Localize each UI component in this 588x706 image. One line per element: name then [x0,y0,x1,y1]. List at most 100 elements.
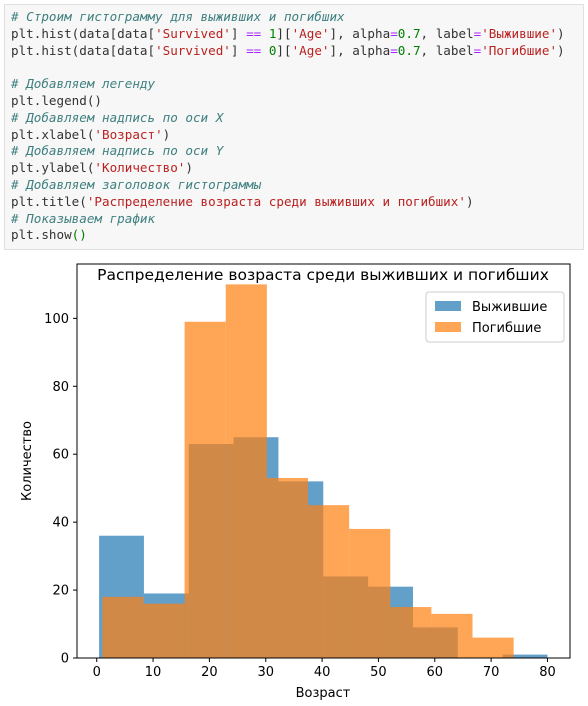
y-tick-label: 80 [52,380,69,395]
code-token: plt.ylabel( [11,160,95,176]
code-token: 'Age' [291,42,330,58]
plot-area [99,284,548,658]
plot-frame [76,263,571,659]
y-tick-label: 40 [52,516,69,531]
code-token [261,43,269,58]
code-token: ], alpha [329,25,391,41]
code-token: 'Выжившие' [481,25,558,41]
y-tick-label: 20 [52,584,69,599]
code-token: 'Количество' [94,160,186,176]
code-token: , label [420,25,474,41]
code-line: plt.show() [11,227,577,244]
code-token: = [473,25,482,41]
histogram-chart: Распределение возраста среди выживших и … [20,263,571,701]
code-token: 'Погибшие' [481,42,558,58]
code-line: plt.xlabel('Возраст') [11,127,577,144]
code-token: plt.xlabel( [11,126,95,142]
code-token: == [246,25,262,41]
code-comment-line: # Добавляем заголовок гистограммы [11,177,577,194]
histogram-bar [184,321,226,658]
code-token: = [473,42,482,58]
code-cell[interactable]: # Строим гистограмму для выживших и поги… [4,4,584,250]
y-axis: 0 20 40 60 80 100 [44,312,77,667]
histogram-bar [308,505,350,658]
code-token: = [390,25,398,41]
x-tick-label: 30 [257,665,274,680]
code-comment: # Показываем график [11,210,156,226]
code-comment: # Строим гистограмму для выживших и поги… [11,9,345,24]
code-token: , label [420,42,474,58]
code-line: plt.hist(data[data['Survived'] == 1]['Ag… [11,26,577,43]
code-token: plt.show [11,227,72,243]
code-comment-line: # Добавляем легенду [11,76,577,93]
code-token: ) [185,160,193,176]
code-line: plt.hist(data[data['Survived'] == 0]['Ag… [11,43,577,60]
code-comment-line: # Показываем график [11,211,577,228]
code-comment-line: # Строим гистограмму для выживших и поги… [11,9,577,26]
x-tick-label: 0 [93,665,101,680]
x-tick-label: 50 [370,665,387,680]
legend-label: Выжившие [472,300,547,315]
code-token: 'Survived' [155,25,231,41]
code-token: plt.title( [11,193,87,209]
legend-label: Погибшие [472,321,541,336]
code-token: 0 [268,42,277,58]
code-token: 'Age' [291,25,330,41]
x-tick-label: 40 [314,665,331,680]
y-tick-label: 0 [61,652,69,667]
code-token: = [390,42,398,58]
series-died [102,284,514,658]
code-comment: # Добавляем легенду [11,76,156,92]
code-token [261,26,269,41]
code-token: == [246,42,262,58]
histogram-bar [349,528,391,658]
code-token: ] [230,25,247,41]
code-token: 0.7 [397,42,421,58]
histogram-bar [472,637,514,658]
code-token: ) [465,193,474,209]
y-axis-label: Количество [20,421,35,501]
code-comment-line: # Добавляем надпись по оси X [11,110,577,127]
legend-swatch [435,301,461,311]
code-comment: # Добавляем надпись по оси Y [11,143,224,159]
code-token: 'Распределение возраста среди выживших и… [86,193,466,209]
chart-title: Распределение возраста среди выживших и … [97,266,549,284]
code-line [11,59,577,76]
code-token: plt.hist(data[data[ [11,25,156,41]
code-token: () [71,227,87,243]
legend-swatch [435,322,461,332]
x-tick-label: 10 [145,665,162,680]
histogram-bar [502,654,548,658]
x-tick-label: 20 [201,665,218,680]
code-token: ][ [276,25,292,41]
code-token: ], alpha [329,42,391,58]
code-line: plt.ylabel('Количество') [11,160,577,177]
code-comment-line: # Добавляем надпись по оси Y [11,143,577,160]
code-token: 1 [268,25,277,41]
x-axis-label: Возраст [296,686,351,701]
histogram-bar [143,603,185,658]
x-tick-label: 70 [483,665,500,680]
x-tick-label: 80 [539,665,556,680]
x-tick-label: 60 [427,665,444,680]
histogram-bar [431,613,473,658]
code-token: ) [557,25,565,41]
code-token: ] [230,42,247,58]
histogram-bar [390,607,432,658]
histogram-bar [225,284,267,658]
code-token: plt.legend() [11,92,102,108]
legend: Выжившие Погибшие [425,291,565,343]
y-tick-label: 60 [52,448,69,463]
code-token: 'Survived' [155,42,231,58]
code-line: plt.title('Распределение возраста среди … [11,194,577,211]
x-axis: 0 10 20 30 40 50 60 70 80 [93,658,556,680]
code-token: plt.hist(data[data[ [11,42,156,58]
code-token: 0.7 [397,25,421,41]
code-token: ][ [276,42,292,58]
code-line: plt.legend() [11,93,577,110]
y-tick-label: 100 [44,312,69,327]
code-token: 'Возраст' [94,126,163,142]
code-token: ) [162,126,171,142]
histogram-bar [102,596,144,658]
code-comment: # Добавляем надпись по оси X [11,109,224,125]
